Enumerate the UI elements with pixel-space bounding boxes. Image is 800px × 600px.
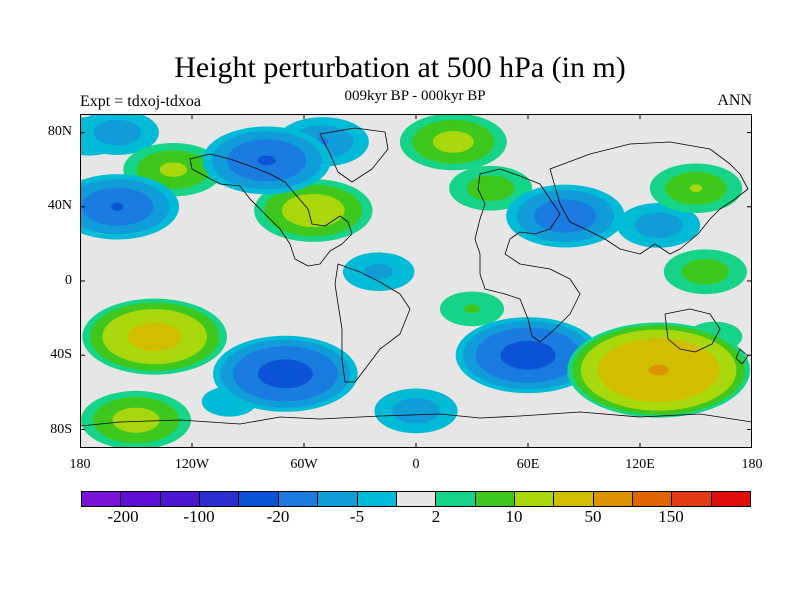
colorbar-label: -100 xyxy=(183,507,215,526)
colorbar-swatch xyxy=(633,492,673,506)
colorbar-swatch xyxy=(475,492,515,506)
y-tick-label: 40N xyxy=(47,198,72,213)
anomaly-contour xyxy=(257,155,276,166)
colorbar-swatch xyxy=(593,492,634,506)
colorbar-swatch xyxy=(121,492,161,506)
colorbar-swatch xyxy=(160,492,201,506)
anomaly-contour xyxy=(127,322,183,352)
anomaly-contour xyxy=(257,359,313,389)
anomaly-field xyxy=(80,114,751,448)
anomaly-contour xyxy=(432,130,474,153)
coastline-south-america xyxy=(334,263,411,383)
colorbar-label: -200 xyxy=(107,507,139,526)
x-tick-label: 60E xyxy=(516,457,540,472)
season-label: ANN xyxy=(717,92,752,109)
colorbar-label: 2 xyxy=(431,507,441,526)
anomaly-contour xyxy=(500,340,556,370)
axis-ticks xyxy=(80,114,752,448)
anomaly-map xyxy=(80,114,752,448)
colorbar-swatch xyxy=(357,492,397,506)
colorbar-swatch xyxy=(514,492,555,506)
coastline-europe-africa xyxy=(474,168,581,343)
x-tick-label: 180 xyxy=(741,457,763,472)
colorbar-label: 10 xyxy=(505,507,523,526)
map-subtitle: 009kyr BP - 000kyr BP xyxy=(344,88,486,104)
anomaly-contour xyxy=(281,193,345,228)
anomaly-contour xyxy=(159,162,187,177)
anomaly-contour xyxy=(93,119,142,146)
anomaly-contour xyxy=(463,304,481,314)
colorbar-label: 150 xyxy=(658,507,684,526)
colorbar-swatch xyxy=(318,492,358,506)
x-tick-label: 120W xyxy=(174,457,210,472)
colorbar-swatch xyxy=(82,492,122,506)
coastline-antarctica xyxy=(80,411,752,448)
colorbar-swatch xyxy=(711,492,751,506)
anomaly-contour xyxy=(690,184,702,193)
coastline-greenland xyxy=(319,127,389,183)
y-tick-label: 40S xyxy=(50,347,72,362)
y-tick-label: 80N xyxy=(47,124,72,139)
coastline-new-zealand xyxy=(735,348,749,365)
y-tick-label: 0 xyxy=(65,273,72,288)
map-title: Height perturbation at 500 hPa (in m) xyxy=(174,51,626,84)
anomaly-contour xyxy=(648,364,669,376)
x-tick-label: 120E xyxy=(625,457,655,472)
x-tick-label: 180 xyxy=(69,457,91,472)
x-tick-label: 60W xyxy=(290,457,318,472)
colorbar-swatch xyxy=(278,492,319,506)
anomaly-contour xyxy=(466,175,515,201)
colorbar-swatch xyxy=(200,492,240,506)
coastline-australia xyxy=(664,308,721,353)
x-tick-label: 0 xyxy=(412,457,420,472)
coastlines xyxy=(80,127,752,448)
anomaly-contour xyxy=(364,264,393,280)
coastline-asia xyxy=(549,141,749,255)
colorbar-label: -20 xyxy=(266,507,290,526)
colorbar-label: -5 xyxy=(349,507,365,526)
anomaly-contour xyxy=(533,199,597,233)
anomaly-contour xyxy=(111,202,124,211)
y-tick-label: 80S xyxy=(50,422,72,437)
colorbar xyxy=(81,491,751,507)
anomaly-contour xyxy=(681,258,730,285)
anomaly-contour xyxy=(634,212,683,239)
experiment-label: Expt = tdxoj-tdxoa xyxy=(80,93,202,110)
anomaly-contour xyxy=(392,398,440,424)
coastline-north-america xyxy=(189,153,353,267)
anomaly-contour xyxy=(112,407,160,433)
colorbar-swatch xyxy=(239,492,279,506)
colorbar-swatch xyxy=(672,492,712,506)
colorbar-label: 50 xyxy=(584,507,602,526)
colorbar-swatch xyxy=(436,492,476,506)
colorbar-swatch xyxy=(554,492,594,506)
colorbar-swatch xyxy=(396,492,437,506)
